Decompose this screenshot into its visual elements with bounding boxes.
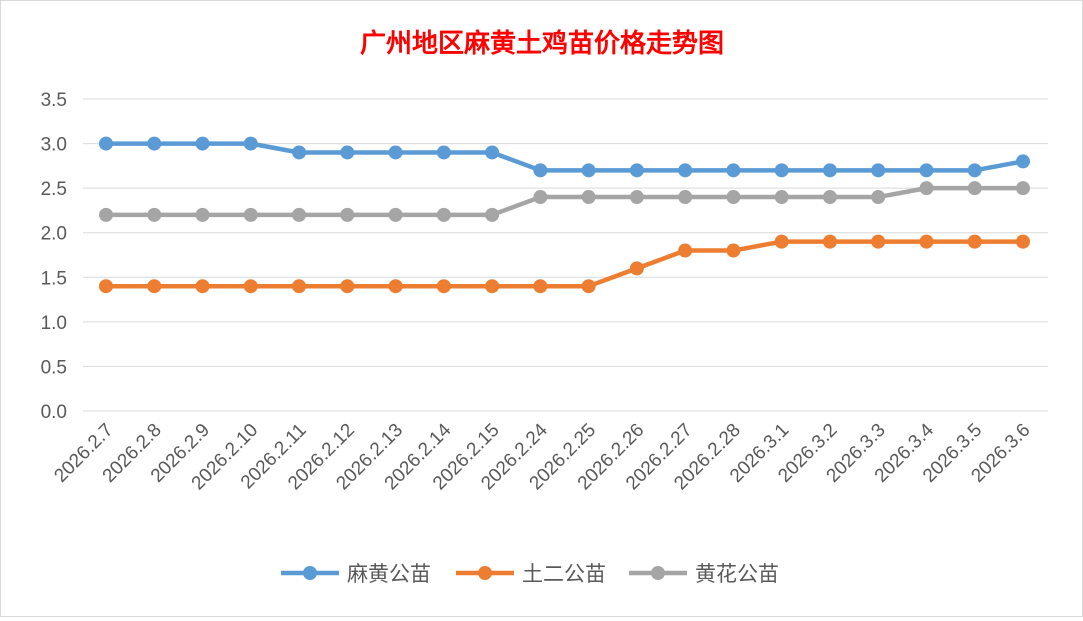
data-point (919, 181, 934, 196)
data-point (822, 190, 837, 205)
y-tick-label: 0.5 (41, 357, 67, 378)
data-point (388, 207, 403, 222)
data-point (436, 145, 451, 160)
series-line (106, 185, 1023, 218)
data-point (195, 207, 210, 222)
data-point (485, 207, 500, 222)
data-point (533, 163, 548, 178)
data-point (485, 145, 500, 160)
y-tick-label: 3.5 (41, 90, 67, 111)
data-point (340, 207, 355, 222)
data-point (292, 207, 307, 222)
data-point (388, 279, 403, 294)
data-point (147, 136, 162, 151)
data-point (243, 279, 258, 294)
data-point (774, 190, 789, 205)
data-point (967, 163, 982, 178)
data-point (678, 163, 693, 178)
legend-marker (651, 566, 665, 580)
data-point (1016, 181, 1030, 196)
data-point (581, 163, 596, 178)
data-point (436, 207, 451, 222)
data-point (871, 163, 886, 178)
data-point (919, 163, 934, 178)
data-point (726, 243, 741, 258)
data-point (533, 190, 548, 205)
data-point (822, 234, 837, 249)
y-tick-label: 1.0 (41, 313, 67, 334)
legend-label: 麻黄公苗 (347, 563, 431, 586)
data-point (678, 190, 693, 205)
data-point (822, 163, 837, 178)
data-point (1016, 234, 1030, 249)
data-point (581, 190, 596, 205)
data-point (1016, 154, 1030, 169)
data-point (388, 145, 403, 160)
y-tick-label: 2.0 (41, 224, 67, 245)
y-tick-label: 3.0 (41, 135, 67, 156)
data-point (99, 207, 113, 222)
data-point (292, 145, 307, 160)
data-point (871, 234, 886, 249)
data-point (726, 163, 741, 178)
data-point (147, 279, 162, 294)
y-tick-label: 0.0 (41, 402, 67, 423)
chart-title: 广州地区麻黄土鸡苗价格走势图 (360, 28, 724, 58)
data-point (243, 207, 258, 222)
data-point (533, 279, 548, 294)
series-line (106, 239, 1023, 289)
data-point (967, 181, 982, 196)
data-point (340, 145, 355, 160)
data-point (485, 279, 500, 294)
legend-label: 黄花公苗 (695, 563, 779, 586)
data-point (195, 279, 210, 294)
series-line (106, 141, 1024, 173)
data-point (871, 190, 886, 205)
data-point (774, 234, 789, 249)
data-point (581, 279, 596, 294)
legend-marker (478, 566, 492, 580)
data-point (629, 190, 644, 205)
data-point (99, 136, 113, 151)
data-point (919, 234, 934, 249)
legend-label: 土二公苗 (522, 563, 606, 586)
y-tick-label: 2.5 (41, 179, 67, 200)
data-point (99, 279, 113, 294)
legend-marker (303, 566, 317, 580)
data-point (147, 207, 162, 222)
data-point (774, 163, 789, 178)
data-point (292, 279, 307, 294)
data-point (243, 136, 258, 151)
data-point (629, 163, 644, 178)
data-point (436, 279, 451, 294)
data-point (967, 234, 982, 249)
data-point (629, 261, 644, 276)
data-point (195, 136, 210, 151)
data-point (340, 279, 355, 294)
data-point (678, 243, 693, 258)
y-tick-label: 1.5 (41, 268, 67, 289)
data-point (726, 190, 741, 205)
